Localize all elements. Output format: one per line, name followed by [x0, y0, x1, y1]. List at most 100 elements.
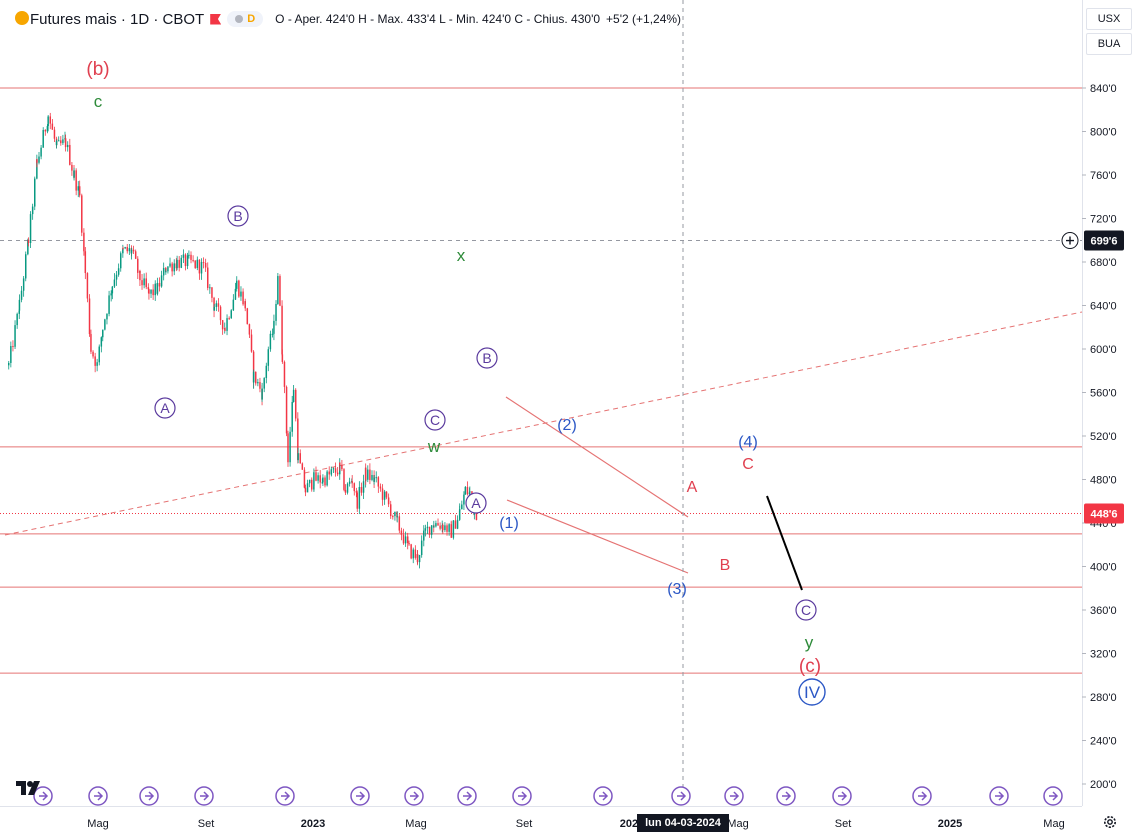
wave-label: (2): [557, 417, 577, 434]
candle-body: [297, 418, 299, 461]
candle-body: [317, 475, 319, 481]
candle-body: [202, 262, 205, 264]
flag-icon[interactable]: [210, 13, 222, 25]
candle-body: [430, 525, 433, 535]
candle-body: [122, 248, 124, 250]
candle-body: [299, 453, 301, 464]
candle-body: [47, 116, 49, 127]
candle-body: [150, 289, 152, 294]
candle-body: [412, 549, 414, 559]
event-arrow-icon: [518, 791, 528, 801]
candle-body: [190, 254, 192, 260]
candle-body: [46, 126, 49, 132]
candle-body: [145, 278, 147, 288]
candle-body: [215, 303, 218, 307]
wave-label: A: [160, 400, 170, 416]
candle-body: [186, 255, 189, 267]
candle-body: [281, 305, 283, 355]
currency-button[interactable]: USX: [1086, 8, 1132, 30]
event-arrow-icon: [281, 791, 291, 801]
candle-body: [160, 275, 163, 287]
candle-body: [285, 386, 288, 434]
symbol-title[interactable]: Futures mais · 1D · CBOT: [30, 10, 205, 28]
candle-body: [246, 308, 249, 325]
candle-body: [343, 469, 345, 490]
data-status-pill[interactable]: D: [227, 11, 264, 27]
x-tick-label: Mag: [405, 818, 426, 830]
candle-body: [248, 324, 251, 335]
event-arrow-icon: [356, 791, 366, 801]
candle-body: [213, 306, 215, 311]
wave-circle: [476, 347, 498, 369]
candle-body: [355, 491, 358, 493]
wave-label: (b): [86, 59, 109, 80]
candle-body: [176, 259, 178, 269]
candle-body: [154, 283, 156, 296]
y-tick-label: 360'0: [1090, 605, 1117, 617]
candle-body: [458, 510, 461, 520]
unit-button[interactable]: BUA: [1086, 33, 1132, 55]
settings-gear-icon[interactable]: [1102, 814, 1118, 830]
candle-body: [271, 333, 274, 335]
x-tick-label: 2023: [301, 818, 325, 830]
candle-body: [469, 491, 471, 493]
candle-body: [444, 525, 446, 531]
candle-body: [137, 258, 139, 273]
candle-body: [287, 433, 289, 463]
dashed-trendline: [4, 311, 1083, 536]
candle-body: [319, 475, 321, 483]
y-tick-label: 320'0: [1090, 649, 1117, 661]
candle-body: [113, 279, 116, 287]
y-tick-label: 800'0: [1090, 127, 1117, 139]
candle-body: [139, 270, 141, 281]
candle-body: [232, 299, 235, 311]
crosshair-date-label: lun 04-03-2024: [637, 814, 729, 832]
y-tick-label: 640'0: [1090, 301, 1117, 313]
candle-body: [18, 299, 21, 311]
candle-body: [132, 249, 135, 252]
wave-label: IV: [804, 683, 821, 702]
candle-body: [332, 468, 335, 470]
candle-body: [353, 483, 356, 492]
candle-body: [100, 337, 103, 347]
candle-body: [454, 520, 457, 529]
candle-body: [406, 536, 409, 544]
candle-body: [404, 536, 407, 544]
candle-body: [398, 516, 401, 531]
candle-body: [351, 481, 353, 484]
tradingview-logo-icon[interactable]: [14, 777, 46, 799]
wave-label: A: [687, 479, 698, 496]
x-tick-label: Set: [198, 818, 215, 830]
candle-body: [373, 477, 375, 482]
y-tick-label: 600'0: [1090, 344, 1117, 356]
candle-body: [141, 280, 143, 286]
y-tick-label: 280'0: [1090, 692, 1117, 704]
candle-body: [418, 555, 421, 563]
candle-body: [250, 334, 253, 352]
candle-body: [180, 257, 183, 268]
candle-body: [410, 544, 412, 559]
candle-body: [321, 482, 324, 484]
candle-body: [456, 519, 459, 529]
candle-body: [162, 267, 165, 276]
last-price-text: 448'6: [1090, 508, 1117, 520]
candle-body: [322, 477, 324, 483]
wave-label: (3): [667, 581, 687, 598]
candle-body: [304, 487, 307, 493]
candle-body: [259, 382, 261, 389]
candle-body: [324, 477, 326, 486]
candle-body: [134, 251, 137, 259]
candle-body: [92, 351, 94, 357]
candle-body: [420, 540, 423, 556]
candle-body: [226, 318, 228, 331]
candle-body: [96, 362, 98, 366]
candle-body: [34, 178, 36, 207]
event-arrow-icon: [782, 791, 792, 801]
candle-body: [281, 354, 284, 362]
candle-body: [148, 289, 150, 294]
candle-body: [371, 474, 373, 480]
candle-body: [51, 123, 54, 130]
candle-body: [110, 293, 112, 296]
